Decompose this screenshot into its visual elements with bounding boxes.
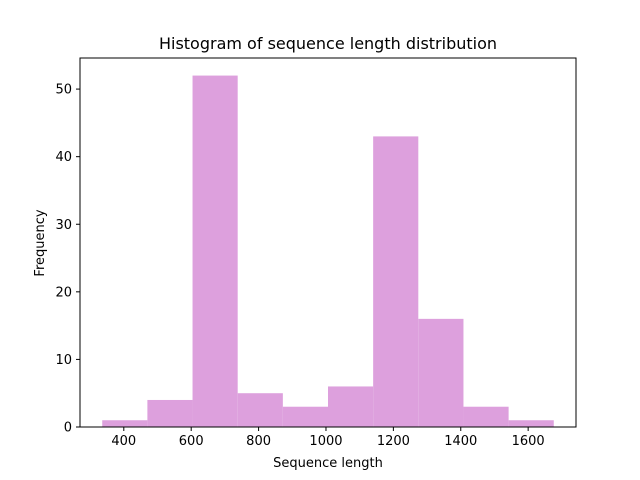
x-tick-label: 1400	[444, 434, 477, 449]
x-tick-label: 1000	[309, 434, 342, 449]
x-axis-label: Sequence length	[273, 456, 383, 471]
x-tick-label: 600	[179, 434, 204, 449]
histogram-bar	[328, 386, 374, 427]
histogram-bar	[508, 420, 554, 427]
histogram-bar	[192, 75, 238, 428]
y-tick-label: 20	[55, 285, 72, 300]
y-tick-label: 0	[64, 421, 72, 436]
y-tick-label: 50	[55, 83, 72, 98]
histogram-bar	[418, 318, 464, 427]
chart-title: Histogram of sequence length distributio…	[159, 34, 497, 53]
x-axis-ticks: 400 600 800 1000 1200 1400 1600	[111, 427, 545, 449]
histogram-bar	[373, 136, 419, 427]
histogram-bar	[147, 399, 193, 427]
x-tick-label: 1200	[377, 434, 410, 449]
y-axis-label: Frequency	[33, 209, 48, 276]
y-tick-label: 40	[55, 150, 72, 165]
y-tick-label: 10	[55, 353, 72, 368]
plot-frame	[79, 57, 577, 428]
histogram-bar	[237, 393, 283, 427]
x-tick-label: 800	[246, 434, 271, 449]
histogram-bar	[102, 420, 148, 427]
y-axis-ticks: 0 10 20 30 40 50	[55, 83, 80, 436]
histogram-bar	[282, 406, 328, 427]
bars-group	[102, 75, 554, 428]
y-tick-label: 30	[55, 218, 72, 233]
histogram-bar	[463, 406, 509, 427]
x-tick-label: 1600	[512, 434, 545, 449]
x-tick-label: 400	[111, 434, 136, 449]
